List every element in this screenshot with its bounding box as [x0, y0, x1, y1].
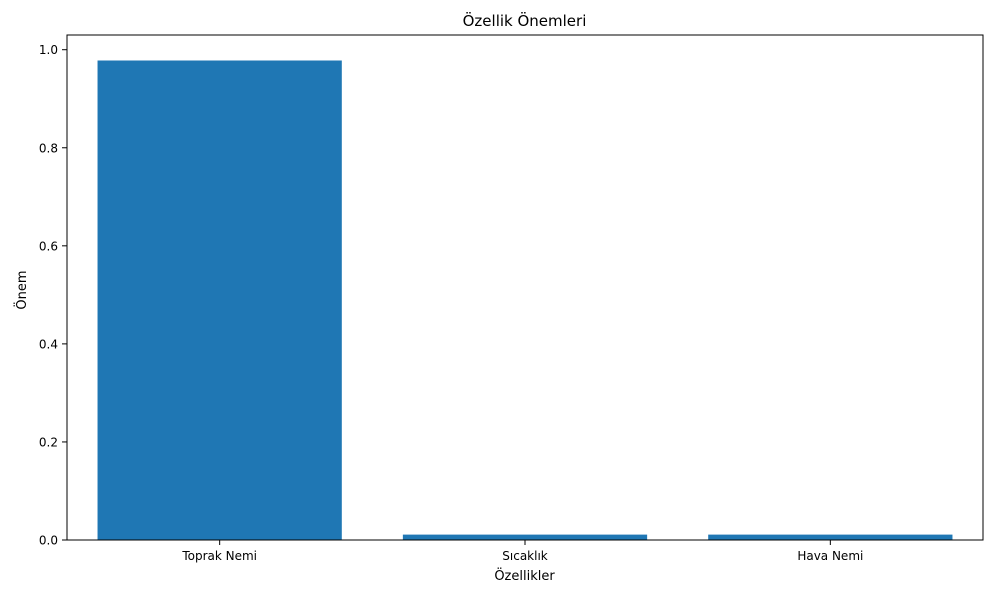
y-tick-label: 1.0 — [39, 43, 58, 57]
y-tick-label: 0.6 — [39, 239, 58, 253]
x-tick-label: Hava Nemi — [797, 549, 863, 563]
x-tick-label: Toprak Nemi — [181, 549, 257, 563]
y-tick-label: 0.8 — [39, 141, 58, 155]
bars — [97, 60, 953, 540]
y-axis: 0.0 0.2 0.4 0.6 0.8 1.0 — [39, 43, 67, 548]
y-tick-label: 0.4 — [39, 337, 58, 351]
chart-title: Özellik Önemleri — [463, 11, 587, 30]
y-tick-label: 0.2 — [39, 435, 58, 449]
x-axis-label: Özellikler — [494, 567, 555, 584]
bar — [708, 534, 953, 540]
plot-frame — [66, 34, 984, 541]
x-axis: Toprak Nemi Sıcaklık Hava Nemi — [181, 540, 863, 563]
y-tick-label: 0.0 — [39, 534, 58, 548]
bar — [97, 60, 342, 540]
x-tick-label: Sıcaklık — [502, 549, 548, 563]
bar — [402, 534, 648, 540]
y-axis-label: Önem — [13, 270, 30, 309]
